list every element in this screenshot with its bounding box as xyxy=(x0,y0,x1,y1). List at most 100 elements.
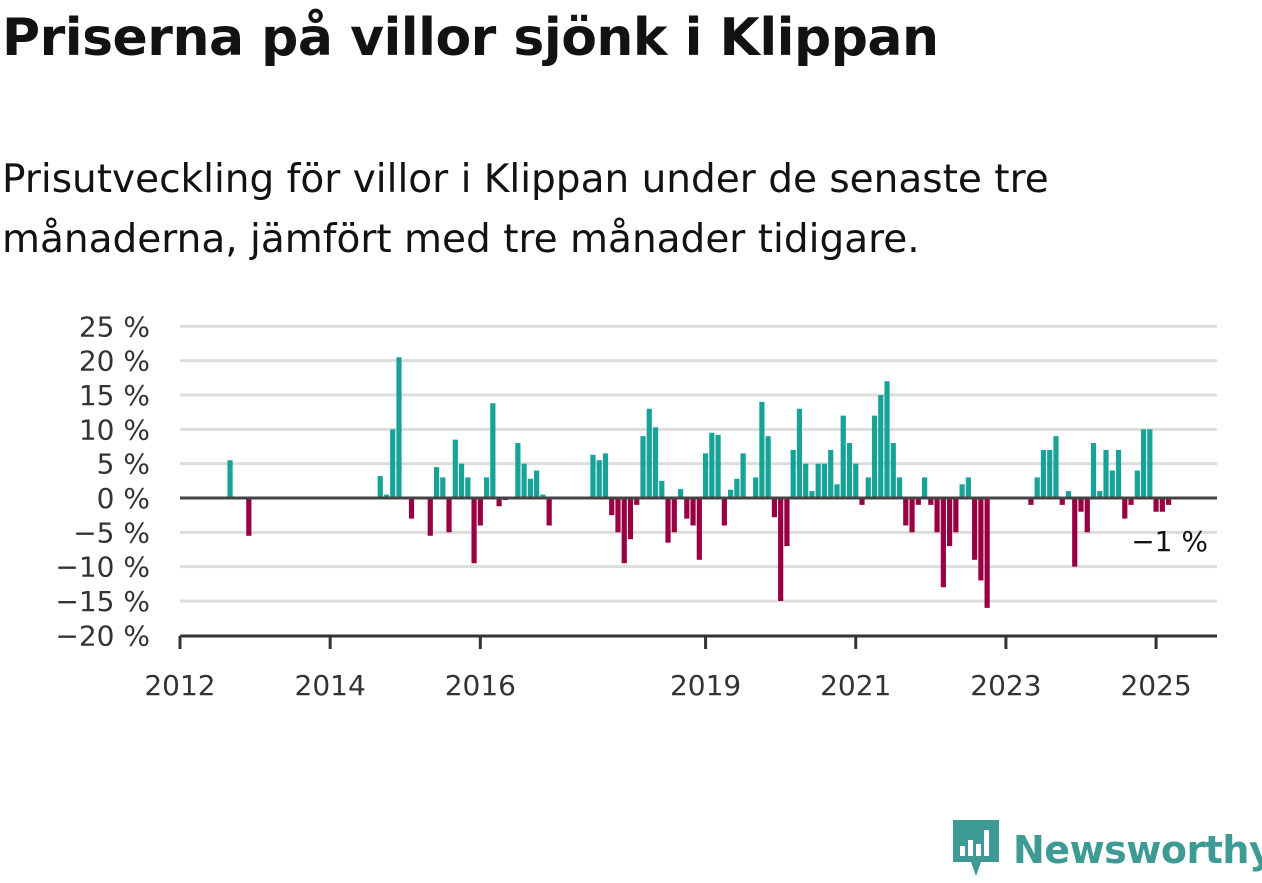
bar-positive xyxy=(458,463,465,498)
bar-positive xyxy=(1103,449,1109,498)
newsworthy-chart-bubble-icon xyxy=(951,818,1001,883)
bar-negative xyxy=(1078,498,1084,512)
bar-positive xyxy=(227,460,233,498)
bar-negative xyxy=(940,498,946,588)
bar-negative xyxy=(859,498,865,505)
chart-subtitle: Prisutveckling för villor i Klippan unde… xyxy=(2,157,1049,262)
bar-negative xyxy=(427,498,433,536)
bar-positive xyxy=(602,453,609,498)
bar-positive xyxy=(534,470,540,498)
bar-positive xyxy=(1140,429,1147,498)
y-tick-label: −15 % xyxy=(55,585,150,618)
bar-positive xyxy=(1053,436,1059,498)
bar-positive xyxy=(702,453,709,498)
bar-positive xyxy=(640,436,646,498)
bar-negative xyxy=(721,498,727,526)
bar-negative xyxy=(446,498,452,533)
bar-negative xyxy=(909,498,915,533)
bar-negative xyxy=(634,498,640,505)
bar-positive xyxy=(828,449,834,498)
bar-positive xyxy=(709,432,715,498)
bar-negative xyxy=(784,498,790,547)
bar-positive xyxy=(890,443,896,498)
bar-negative xyxy=(947,498,953,547)
y-tick-label: −5 % xyxy=(73,516,150,549)
bar-positive xyxy=(815,463,821,498)
bar-positive xyxy=(677,489,684,498)
bar-negative xyxy=(1028,498,1034,505)
bar-positive xyxy=(846,443,853,498)
bar-positive xyxy=(921,477,928,498)
bar-negative xyxy=(408,498,415,519)
bar-negative xyxy=(953,498,959,533)
bar-positive xyxy=(896,477,903,498)
bar-positive xyxy=(865,477,871,498)
y-tick-label: 15 % xyxy=(79,379,150,412)
bar-negative xyxy=(1122,498,1128,519)
bar-positive xyxy=(396,357,402,498)
bar-positive xyxy=(796,408,803,498)
bar-positive xyxy=(1147,429,1153,498)
bar-negative xyxy=(546,498,552,526)
x-axis-labels: 2012 2014 2016 2019 2021 2023 2025 xyxy=(144,669,1191,702)
bar-negative xyxy=(477,498,483,526)
bar-positive xyxy=(1040,449,1047,498)
chart-title: Priserna på villor sjönk i Klippan xyxy=(2,8,939,68)
bar-positive xyxy=(1109,470,1115,498)
bar-positive xyxy=(1115,449,1122,498)
y-tick-label: −10 % xyxy=(55,551,150,584)
x-tick-label: 2016 xyxy=(445,669,516,702)
bar-positive xyxy=(659,480,665,498)
bar-positive xyxy=(959,484,965,498)
bar-positive xyxy=(878,395,884,498)
bar-negative xyxy=(903,498,909,526)
bar-negative xyxy=(978,498,984,581)
bar-positive xyxy=(596,460,602,498)
bar-positive xyxy=(965,477,971,498)
y-tick-label: 0 % xyxy=(97,482,150,515)
bar-positive xyxy=(652,427,659,498)
bar-positive xyxy=(440,477,446,498)
bar-positive xyxy=(1034,477,1040,498)
bar-positive xyxy=(803,463,809,498)
x-tick-label: 2014 xyxy=(295,669,366,702)
bar-positive xyxy=(527,478,533,498)
bar-negative xyxy=(621,498,627,564)
bar-negative xyxy=(665,498,671,543)
bar-positive xyxy=(1090,443,1097,498)
bar-positive xyxy=(590,454,596,498)
y-tick-label: 20 % xyxy=(79,345,150,378)
bar-positive xyxy=(433,467,440,498)
bar-positive xyxy=(765,436,771,498)
bar-negative xyxy=(671,498,677,533)
axes xyxy=(178,496,1217,649)
bar-positive xyxy=(740,453,746,498)
y-tick-label: 5 % xyxy=(97,448,150,481)
bar-positive xyxy=(821,463,828,498)
bar-negative xyxy=(915,498,921,505)
bar-positive xyxy=(759,401,765,498)
bar-negative xyxy=(778,498,784,601)
bar-negative xyxy=(771,498,778,518)
bar-negative xyxy=(627,498,634,540)
bar-positive xyxy=(465,477,471,498)
bar-positive xyxy=(790,449,796,498)
bar-positive xyxy=(521,463,527,498)
bar-negative xyxy=(1084,498,1090,533)
bar-negative xyxy=(1153,498,1159,512)
bar-positive xyxy=(646,408,652,498)
y-tick-label: 25 % xyxy=(79,310,150,343)
bar-negative xyxy=(1166,498,1172,505)
bar-positive xyxy=(853,463,859,498)
bar-negative xyxy=(1072,498,1078,567)
grid-lines xyxy=(180,324,1217,603)
x-tick-label: 2025 xyxy=(1120,669,1191,702)
x-tick-label: 2019 xyxy=(670,669,741,702)
bar-positive xyxy=(490,403,496,498)
bar-positive xyxy=(515,443,521,498)
bar-negative xyxy=(696,498,702,560)
bar-positive xyxy=(1097,491,1103,498)
bar-positive xyxy=(390,429,396,498)
bar-negative xyxy=(496,498,502,507)
